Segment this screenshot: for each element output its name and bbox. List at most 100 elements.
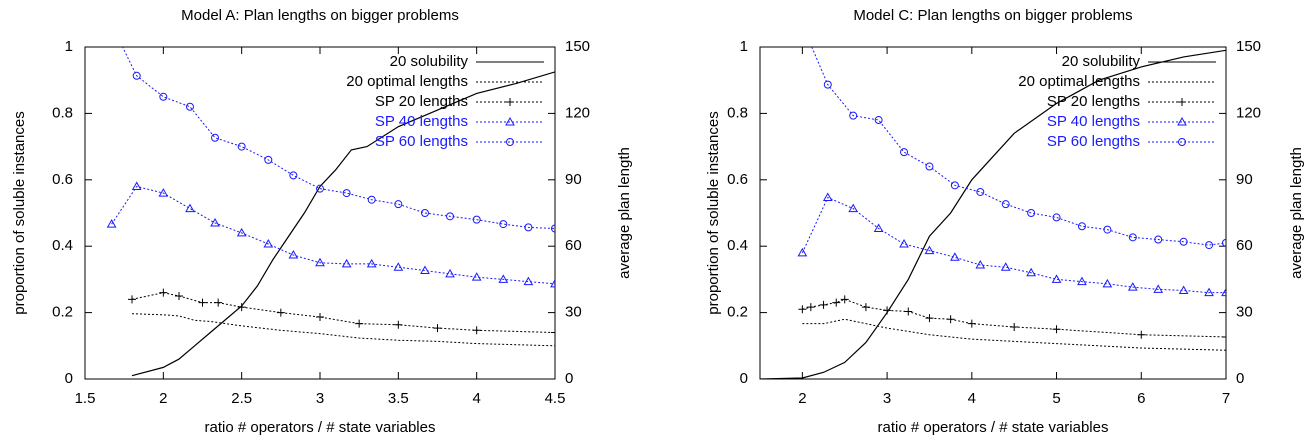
marker [1154, 235, 1163, 244]
marker [551, 328, 555, 337]
series-line [131, 292, 555, 334]
marker [1102, 278, 1113, 288]
marker [1052, 213, 1061, 222]
marker [1027, 209, 1036, 217]
legend-label: SP 40 lengths [1047, 113, 1140, 130]
series-line [131, 313, 555, 347]
x-axis-label: ratio # operators / # state variables [205, 419, 436, 436]
marker [806, 303, 815, 312]
marker [904, 307, 913, 316]
marker [874, 116, 883, 125]
marker [158, 188, 169, 197]
marker [315, 257, 325, 267]
legend-label: 20 solubility [390, 53, 469, 70]
marker [159, 288, 168, 297]
marker [832, 298, 841, 307]
legend-label: SP 20 lengths [375, 93, 468, 110]
marker [394, 320, 403, 329]
marker [551, 224, 555, 233]
x-tick-label: 3.5 [388, 390, 409, 407]
y-tick-label: 0 [740, 370, 748, 387]
marker [341, 258, 352, 268]
marker [499, 220, 508, 229]
x-tick-label: 2 [159, 390, 167, 407]
series-line [131, 71, 555, 377]
plot-frame [759, 46, 1227, 380]
marker [1103, 225, 1112, 234]
marker [1178, 138, 1186, 146]
marker [550, 278, 555, 288]
marker [445, 268, 455, 278]
y-axis-label: proportion of soluble instances [705, 111, 722, 314]
y-axis-label: proportion of soluble instances [11, 111, 28, 314]
marker [159, 92, 168, 101]
marker [132, 71, 141, 80]
marker [1051, 274, 1062, 283]
legend-label: SP 40 lengths [375, 113, 468, 130]
marker [1178, 285, 1189, 294]
marker [797, 247, 808, 257]
marker [819, 300, 828, 309]
marker [976, 187, 985, 196]
marker [967, 319, 976, 328]
marker [210, 217, 220, 227]
marker [1222, 238, 1226, 247]
marker [1026, 267, 1036, 277]
marker [899, 238, 909, 248]
x-tick-label: 3 [883, 390, 891, 407]
marker [950, 181, 959, 190]
marker [1205, 241, 1214, 250]
marker [1128, 233, 1137, 242]
y-tick-label: 0 [65, 370, 73, 387]
marker [237, 142, 246, 151]
legend-label: 20 optimal lengths [346, 73, 468, 90]
marker [237, 303, 246, 312]
marker [506, 138, 514, 146]
chart-title: Model C: Plan lengths on bigger problems [853, 7, 1132, 24]
y-tick-label: 0.6 [727, 171, 748, 188]
y-tick-label: 0.6 [52, 171, 73, 188]
marker [1204, 287, 1214, 297]
marker [1137, 330, 1146, 339]
marker [394, 200, 403, 209]
marker [883, 306, 892, 315]
y2-tick-label: 60 [1236, 237, 1253, 254]
marker [1000, 262, 1011, 271]
marker [433, 324, 442, 333]
marker [393, 262, 404, 271]
panel: Model C: Plan lengths on bigger problems… [705, 7, 1305, 436]
marker [366, 258, 377, 268]
marker [848, 203, 859, 213]
marker [236, 227, 247, 237]
legend-label: SP 60 lengths [375, 133, 468, 150]
marker [185, 203, 195, 213]
marker [1052, 325, 1061, 334]
marker [1222, 332, 1226, 341]
y2-tick-label: 120 [565, 104, 590, 121]
marker [924, 245, 935, 255]
y-tick-label: 0.2 [52, 304, 73, 321]
y-tick-label: 0.8 [52, 104, 73, 121]
marker [900, 148, 909, 157]
x-tick-label: 4 [968, 390, 976, 407]
marker [946, 315, 955, 324]
marker [276, 308, 285, 317]
series-line [760, 49, 1226, 379]
plot-area [106, 21, 555, 377]
y-tick-label: 0.4 [52, 237, 73, 254]
y2-tick-label: 150 [565, 38, 590, 55]
marker [498, 274, 509, 283]
marker [822, 192, 833, 202]
marker [108, 21, 115, 28]
y2-tick-label: 90 [565, 171, 582, 188]
marker [798, 305, 807, 314]
marker [823, 80, 832, 89]
marker [185, 102, 194, 111]
marker [471, 272, 482, 281]
marker [1010, 322, 1019, 331]
marker [1077, 222, 1086, 231]
series-line [802, 318, 1226, 351]
y2-axis-label: average plan length [1288, 147, 1305, 279]
